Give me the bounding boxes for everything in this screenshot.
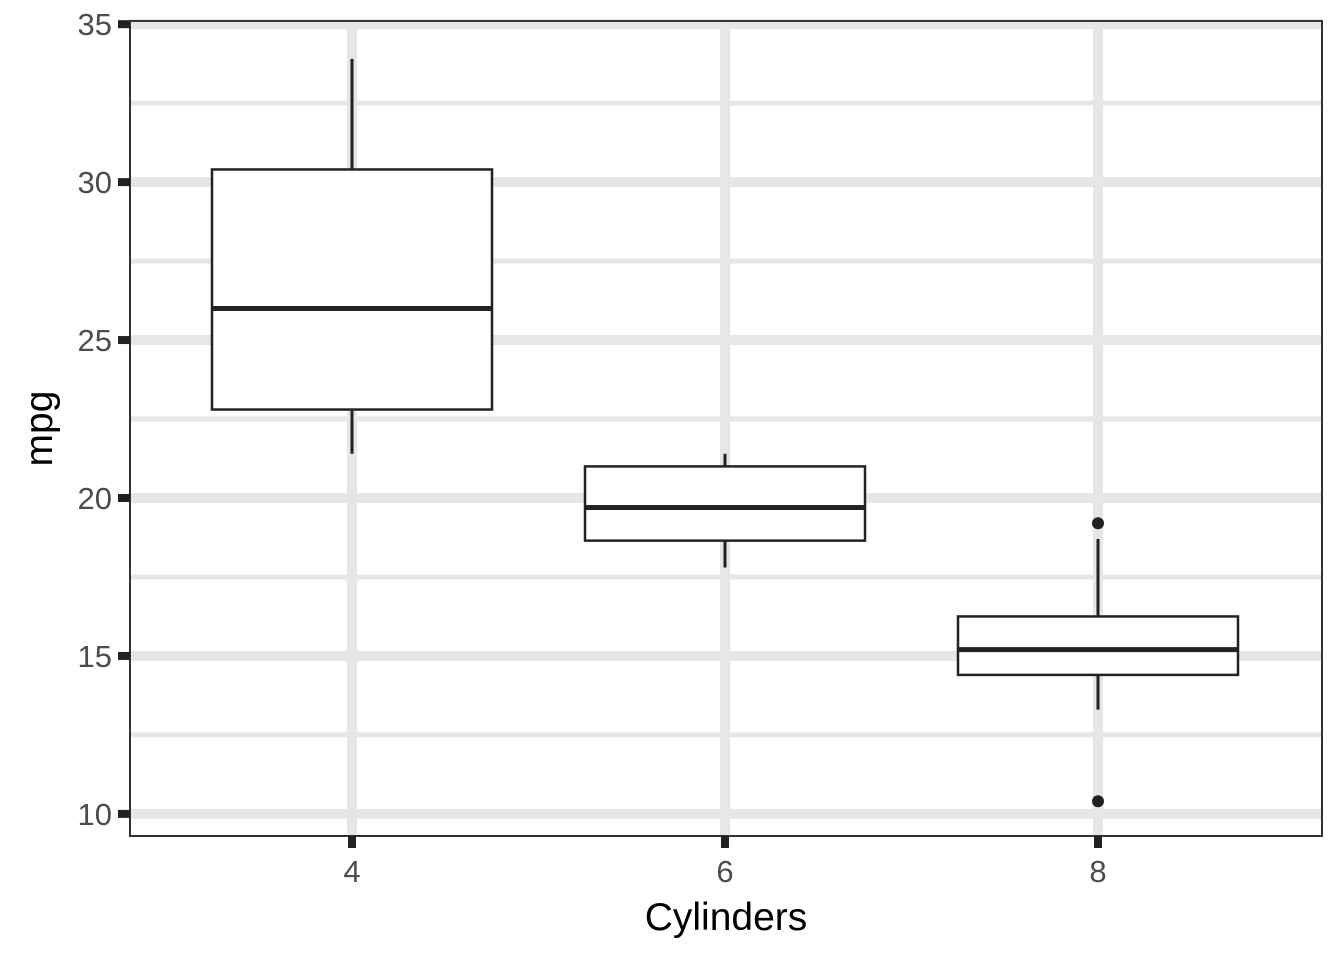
y-tick-label: 25 — [78, 323, 112, 358]
outlier-point-8-1 — [1092, 795, 1104, 808]
x-axis-title: Cylinders — [645, 896, 808, 939]
y-axis-title: mpg — [18, 391, 61, 467]
x-tick-label: 4 — [343, 854, 360, 889]
y-tick-label: 30 — [78, 165, 112, 200]
y-tick-label: 20 — [78, 481, 112, 516]
box-group-6 — [583, 453, 867, 568]
box-group-8 — [956, 517, 1240, 808]
box-layer — [210, 58, 1240, 808]
y-tick-label: 10 — [78, 797, 112, 832]
outlier-point-8-0 — [1092, 517, 1104, 530]
x-tick-label: 8 — [1089, 854, 1106, 889]
box-6 — [583, 465, 867, 542]
y-tick-label: 35 — [78, 7, 112, 42]
box-4 — [210, 168, 494, 411]
box-group-4 — [210, 58, 494, 454]
box-8 — [956, 615, 1240, 677]
x-tick-label: 6 — [716, 854, 733, 889]
axis-ticks: 10 15 20 25 30 35 4 6 8 — [78, 7, 1107, 889]
y-tick-label: 15 — [78, 639, 112, 674]
